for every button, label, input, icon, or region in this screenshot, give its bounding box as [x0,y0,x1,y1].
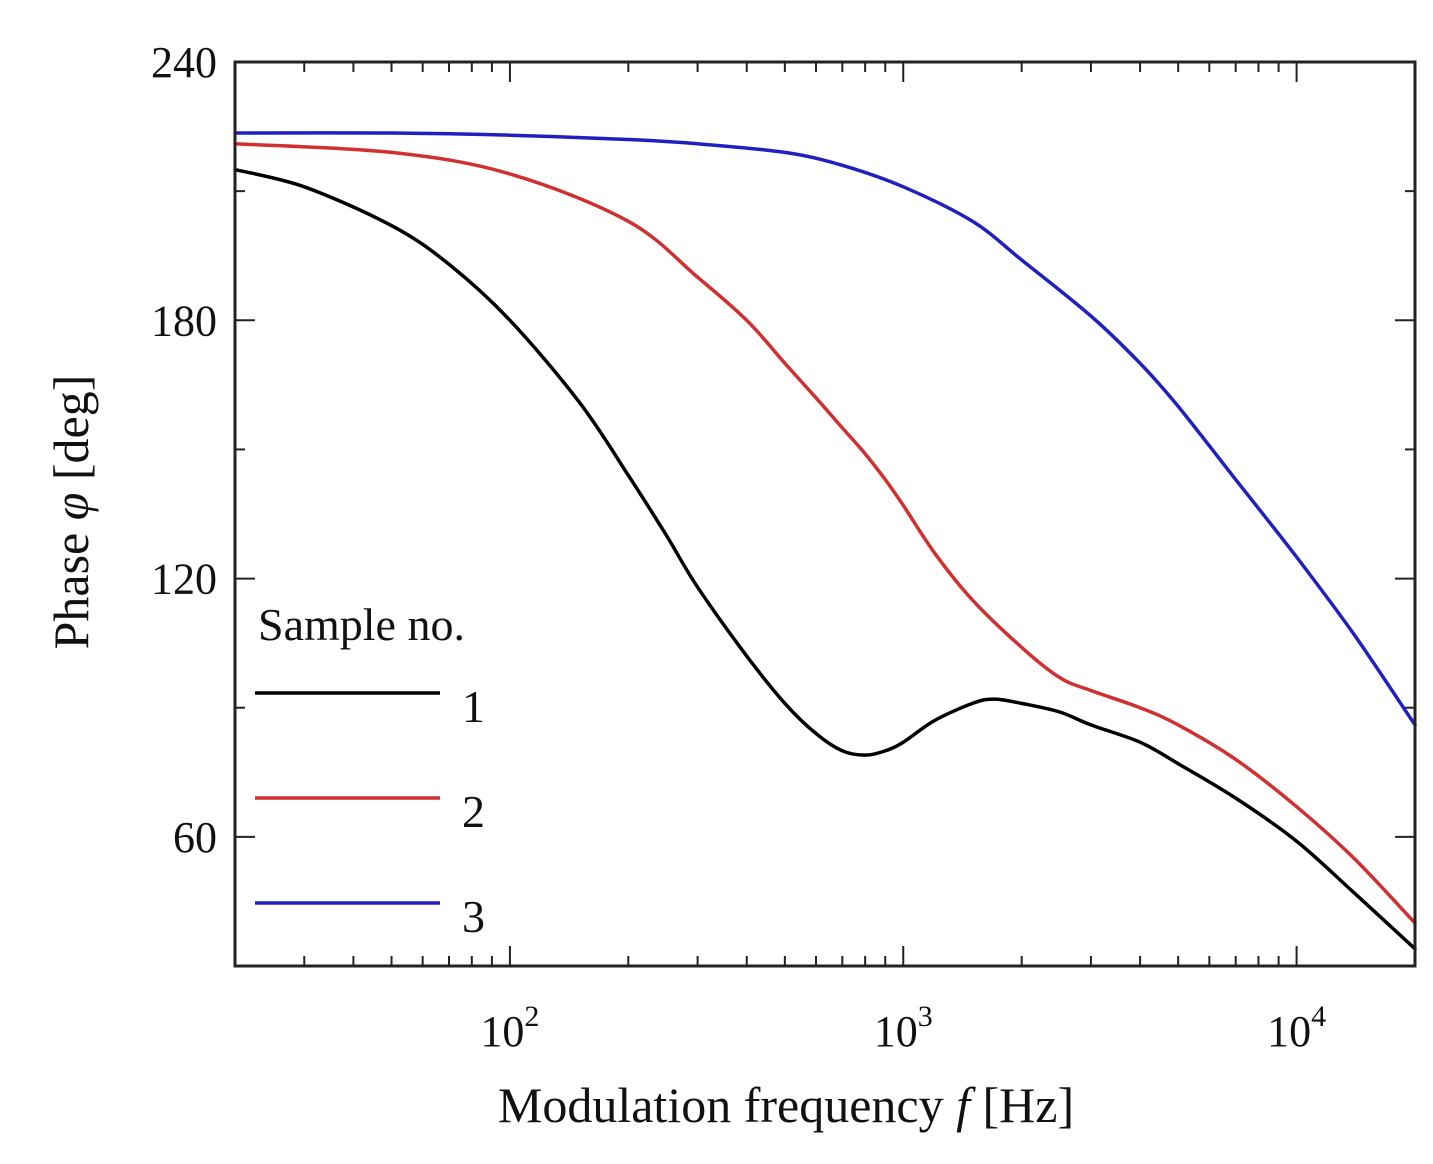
y-axis-label: Phase φ [deg] [43,375,99,650]
plot-area-frame [233,60,1417,968]
legend-label-2: 2 [462,786,485,837]
x-tick-label: 103 [874,1000,933,1056]
x-tick-label: 102 [480,1000,539,1056]
legend: Sample no. 1 2 3 [255,599,485,942]
tick-labels: 60 120 180 240 102 103 104 [151,38,1326,1056]
legend-label-3: 3 [462,891,485,942]
y-tick-label: 240 [151,38,217,87]
legend-title: Sample no. [258,599,465,650]
series-line-2 [233,142,1417,925]
y-tick-label: 120 [151,555,217,604]
legend-entries: 1 2 3 [255,681,485,942]
y-tick-label: 180 [151,296,217,345]
series-line-1 [233,167,1417,951]
series-line-3 [233,131,1417,727]
x-axis-label: Modulation frequency f [Hz] [498,1077,1074,1133]
y-tick-label: 60 [173,813,217,862]
series-lines [233,131,1417,951]
axis-ticks [234,61,1416,967]
legend-label-1: 1 [462,681,485,732]
x-tick-label: 104 [1267,1000,1326,1056]
